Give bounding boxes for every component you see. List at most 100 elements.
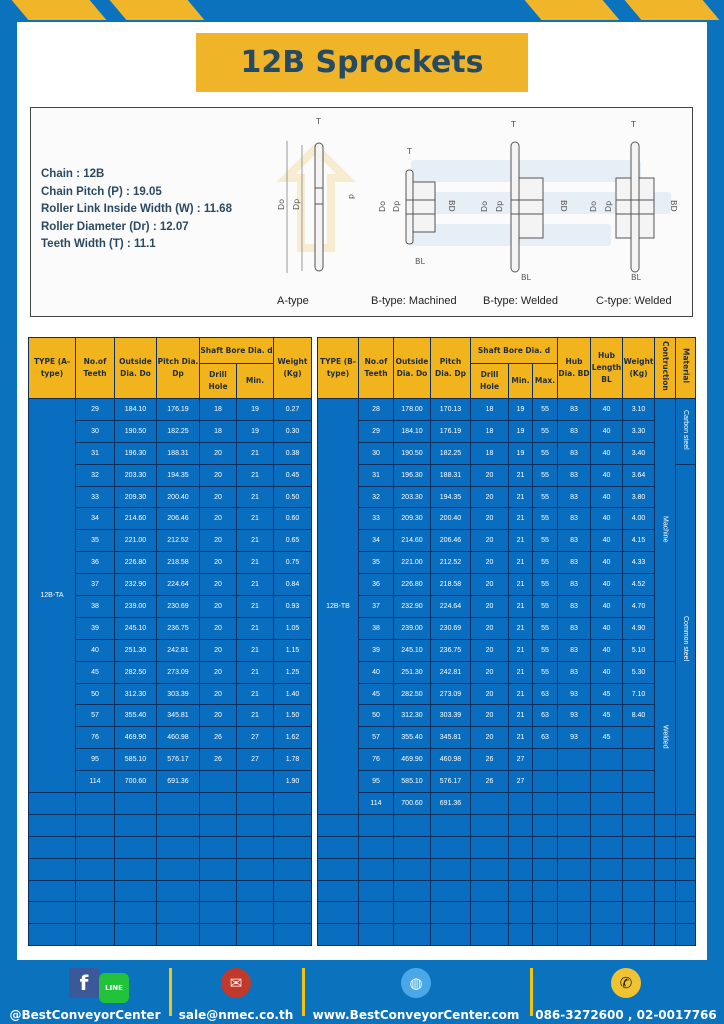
empty-cell [470,879,509,903]
cell-teeth: 40 [75,638,115,662]
cell-teeth: 95 [75,748,115,772]
cell-pitch-dia: 224.64 [430,595,471,618]
header-drill-hole: Drill Hole [199,363,237,399]
a-type-diagram: Do Dp T d [277,117,356,273]
empty-cell [156,813,200,837]
table-row: 40 251.30 242.81 20 21 1.15 [29,638,312,662]
table-row: 57 355.40 345.81 20 21 63 93 45 [318,726,696,750]
cell-min-bore: 27 [508,748,533,772]
facebook-icon[interactable]: f [69,968,99,998]
header-type: TYPE (B-type) [317,337,359,399]
empty-cell [622,835,655,859]
cell-min-bore: 21 [236,616,274,640]
table-row: 33 209.30 200.40 20 21 0.50 [29,485,312,509]
cell-hub-dia [557,748,591,772]
empty-cell [532,813,558,837]
cell-drill-hole: 20 [199,682,237,706]
cell-hub-length: 40 [590,660,623,684]
empty-cell [470,901,509,925]
table-row: 39 245.10 236.75 20 21 55 83 40 5.10 [318,638,696,662]
cell-outside-dia: 214.60 [393,529,431,553]
empty-cell [199,813,237,837]
cell-weight: 0.30 [273,419,312,443]
svg-text:Do: Do [480,201,489,212]
svg-text:T: T [510,120,516,129]
empty-cell [75,813,115,837]
cell-drill-hole: 20 [470,726,509,750]
cell-weight: 1.90 [273,770,312,794]
material-cell: Common steel [675,463,696,815]
empty-row [28,923,312,947]
cell-outside-dia: 245.10 [114,616,157,640]
cell-drill-hole: 20 [199,441,237,465]
cell-drill-hole: 20 [199,529,237,553]
cell-drill-hole: 18 [199,419,237,443]
cell-max-bore: 55 [532,398,558,421]
cell-max-bore: 55 [532,485,558,509]
empty-cell [590,835,623,859]
cell-outside-dia: 245.10 [393,638,431,662]
header-stripe [11,0,107,20]
empty-row [317,879,696,903]
cell-max-bore [532,770,558,794]
table-row: 50 312.30 303.39 20 21 1.40 [29,682,312,706]
cell-drill-hole: 26 [470,770,509,794]
cell-pitch-dia: 188.31 [430,463,471,487]
construction-cell: Machine [654,398,676,662]
empty-cell [114,901,157,925]
cell-pitch-dia: 691.36 [430,792,471,815]
cell-min-bore: 21 [236,463,274,487]
cell-hub-dia: 83 [557,441,591,465]
empty-cell [28,835,76,859]
empty-cell [273,923,312,947]
material-cell: Carbon steel [675,398,696,465]
cell-outside-dia: 469.90 [393,748,431,772]
caption-c-welded: C-type: Welded [596,295,672,307]
cell-teeth: 35 [358,551,394,575]
cell-teeth: 34 [358,529,394,553]
cell-pitch-dia: 273.09 [430,682,471,706]
empty-cell [430,879,471,903]
empty-cell [557,835,591,859]
table-row: 76 469.90 460.98 26 27 [318,748,696,772]
empty-cell [622,923,655,947]
empty-cell [317,857,359,881]
cell-teeth: 36 [358,573,394,597]
empty-row [317,813,696,837]
line-icon[interactable]: LINE [99,973,129,1003]
svg-text:BD: BD [669,200,678,212]
table-row: 45 282.50 273.09 20 21 1.25 [29,660,312,684]
svg-text:Dp: Dp [392,201,401,212]
empty-cell [508,857,533,881]
empty-cell [430,923,471,947]
header-teeth: No.of Teeth [75,337,115,399]
empty-cell [430,835,471,859]
empty-row [28,835,312,859]
cell-max-bore: 55 [532,551,558,575]
empty-cell [199,923,237,947]
cell-teeth: 114 [75,770,115,794]
svg-text:T: T [406,147,412,156]
cell-pitch-dia: 242.81 [430,660,471,684]
cell-drill-hole [470,792,509,815]
empty-cell [622,879,655,903]
empty-cell [470,835,509,859]
cell-pitch-dia: 170.13 [430,398,471,421]
cell-min-bore: 21 [508,507,533,531]
cell-hub-length [590,770,623,794]
mail-icon: ✉ [221,968,251,998]
header-teeth: No.of Teeth [358,337,394,399]
chain-info-box: Chain : 12B Chain Pitch (P) : 19.05 Roll… [30,107,693,317]
cell-weight: 0.75 [273,551,312,575]
cell-teeth: 38 [358,616,394,640]
table-row: 30 190.50 182.25 18 19 0.30 [29,419,312,443]
cell-hub-dia: 93 [557,682,591,706]
cell-outside-dia: 178.00 [393,398,431,421]
empty-cell [590,901,623,925]
cell-hub-length: 40 [590,441,623,465]
cell-hub-dia [557,770,591,794]
cell-outside-dia: 221.00 [114,529,157,553]
cell-min-bore [508,792,533,815]
cell-drill-hole: 26 [199,748,237,772]
cell-weight [622,792,655,815]
